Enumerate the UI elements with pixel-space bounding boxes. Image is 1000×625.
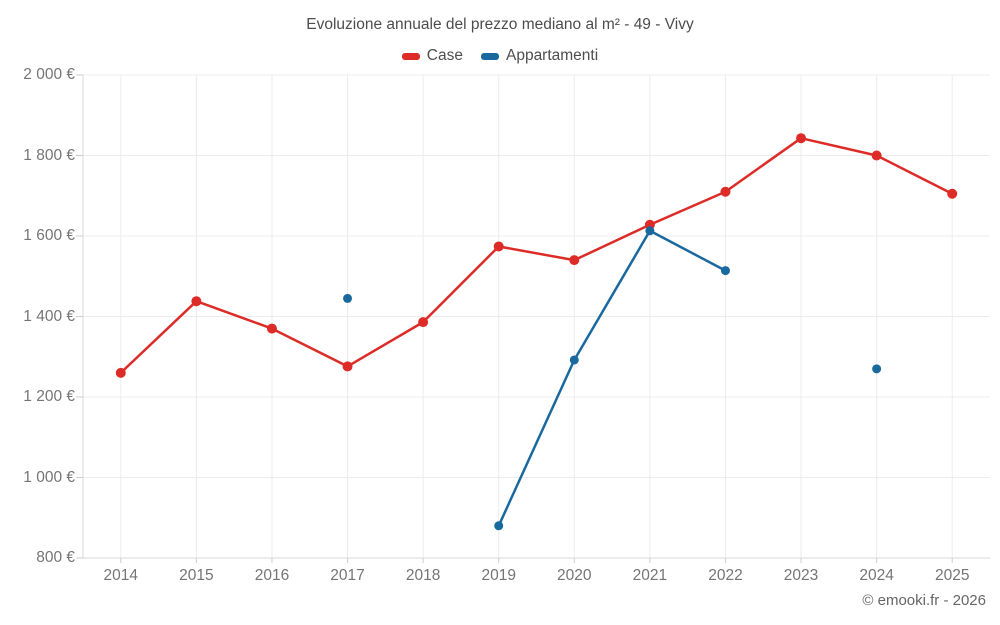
data-point-appartamenti-2024[interactable] [872,364,882,374]
case-series-swatch-icon [401,52,420,60]
credit-text: © emooki.fr - 2026 [862,592,986,609]
legend-item-case[interactable]: Case [401,47,463,65]
data-point-appartamenti-2022[interactable] [720,266,730,276]
data-point-appartamenti-2021[interactable] [645,226,655,236]
data-point-case-2019[interactable] [493,241,504,252]
chart-title: Evoluzione annuale del prezzo mediano al… [306,16,694,33]
legend-item-appartamenti[interactable]: Appartamenti [480,47,599,65]
data-point-appartamenti-2017[interactable] [343,293,353,303]
data-point-case-2015[interactable] [191,296,202,307]
data-point-case-2025[interactable] [947,188,958,199]
data-point-appartamenti-2020[interactable] [569,355,579,365]
data-point-case-2020[interactable] [569,255,580,266]
chart-legend: Case Appartamenti [0,47,1000,65]
data-point-case-2017[interactable] [342,361,353,372]
case-legend-label: Case [426,47,463,64]
appartamenti-legend-label: Appartamenti [505,47,599,64]
appartamenti-series-swatch-icon [480,52,499,60]
data-point-case-2014[interactable] [115,367,126,378]
data-point-case-2024[interactable] [871,150,882,161]
data-point-case-2022[interactable] [720,186,731,197]
data-point-case-2018[interactable] [418,317,429,328]
data-point-appartamenti-2019[interactable] [494,521,504,531]
data-point-case-2023[interactable] [796,133,807,144]
data-point-case-2016[interactable] [266,323,277,334]
